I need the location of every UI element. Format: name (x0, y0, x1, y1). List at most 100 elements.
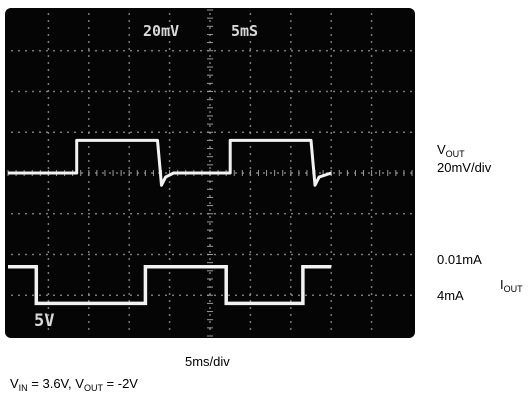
grid-dot (168, 167, 171, 169)
grid-dot (128, 223, 131, 225)
grid-dot (87, 307, 90, 309)
grid-dot (128, 202, 131, 204)
grid-dot (289, 307, 292, 309)
grid-dot (116, 90, 118, 93)
grid-dot (249, 34, 252, 36)
grid-dot (128, 76, 131, 78)
grid-dot (410, 294, 412, 297)
grid-dot (47, 132, 50, 134)
grid-dot (87, 167, 90, 169)
grid-dot (47, 34, 50, 36)
grid-dot (289, 125, 292, 127)
grid-dot (410, 212, 412, 215)
grid-dot (289, 97, 292, 99)
grid-dot (289, 265, 292, 267)
grid-dot (209, 216, 211, 218)
grid-dot (81, 294, 83, 297)
grid-dot (249, 328, 252, 330)
grid-dot (128, 272, 131, 274)
grid-dot (370, 13, 373, 15)
grid-dot (330, 300, 333, 302)
grid-dot (249, 76, 252, 78)
grid-dot (60, 49, 62, 52)
grid-dot (370, 300, 373, 302)
grid-dot (74, 253, 76, 256)
grid-dot (168, 258, 171, 260)
grid-dot (165, 253, 167, 256)
grid-dot (102, 294, 104, 297)
grid-dot (289, 188, 292, 190)
grid-dot (289, 48, 292, 50)
grid-dot (209, 125, 211, 127)
grid-dot (382, 90, 384, 93)
grid-dot (47, 328, 50, 330)
grid-dot (249, 265, 252, 267)
grid-dot (168, 139, 171, 141)
grid-dot (249, 223, 252, 225)
grid-dot (312, 253, 314, 256)
grid-dot (340, 212, 342, 215)
grid-dot (87, 251, 90, 253)
grid-dot (249, 41, 252, 43)
grid-dot (128, 13, 131, 15)
vout-cond-value: = -2V (102, 376, 138, 391)
grid-dot (289, 111, 292, 113)
grid-dot (298, 90, 300, 93)
grid-dot (168, 251, 171, 253)
grid-dot (209, 209, 211, 211)
grid-dot (128, 300, 131, 302)
grid-dot (263, 131, 265, 134)
grid-dot (249, 167, 252, 169)
grid-dot (102, 49, 104, 52)
grid-dot (128, 34, 131, 36)
grid-dot (340, 294, 342, 297)
grid-dot (11, 253, 13, 256)
grid-dot (289, 244, 292, 246)
grid-dot (168, 62, 171, 64)
grid-dot (326, 90, 328, 93)
grid-dot (168, 286, 171, 288)
grid-dot (193, 294, 195, 297)
grid-dot (330, 286, 333, 288)
grid-dot (18, 212, 20, 215)
vin-sym: V (10, 376, 19, 391)
grid-dot (289, 153, 292, 155)
grid-dot (109, 49, 111, 52)
grid-dot (330, 167, 333, 169)
grid-dot (249, 300, 252, 302)
grid-dot (95, 212, 97, 215)
grid-dot (102, 172, 104, 174)
grid-dot (347, 253, 349, 256)
grid-dot (87, 202, 90, 204)
oscilloscope-screen: 20mV 5mS 5V (5, 8, 415, 338)
grid-dot (289, 223, 292, 225)
grid-dot (168, 272, 171, 274)
grid-dot (87, 146, 90, 148)
grid-dot (333, 172, 335, 174)
grid-dot (47, 195, 50, 197)
grid-dot (370, 321, 373, 323)
grid-dot (330, 132, 333, 134)
grid-dot (87, 223, 90, 225)
grid-dot (354, 212, 356, 215)
grid-dot (87, 41, 90, 43)
grid-dot (370, 146, 373, 148)
grid-dot (284, 90, 286, 93)
grid-dot (168, 321, 171, 323)
grid-dot (249, 97, 252, 99)
grid-dot (249, 181, 252, 183)
grid-dot (249, 314, 252, 316)
grid-dot (370, 20, 373, 22)
grid-dot (209, 272, 211, 274)
iout-label-sub: OUT (503, 284, 523, 294)
grid-dot (249, 272, 252, 274)
grid-dot (242, 49, 244, 52)
vin-value: = 3.6V, (27, 376, 76, 391)
grid-dot (128, 90, 131, 92)
grid-dot (249, 253, 251, 256)
grid-dot (47, 279, 50, 281)
grid-dot (256, 212, 258, 215)
grid-dot (370, 223, 373, 225)
grid-dot (370, 202, 373, 204)
vin-sub: IN (18, 383, 28, 393)
